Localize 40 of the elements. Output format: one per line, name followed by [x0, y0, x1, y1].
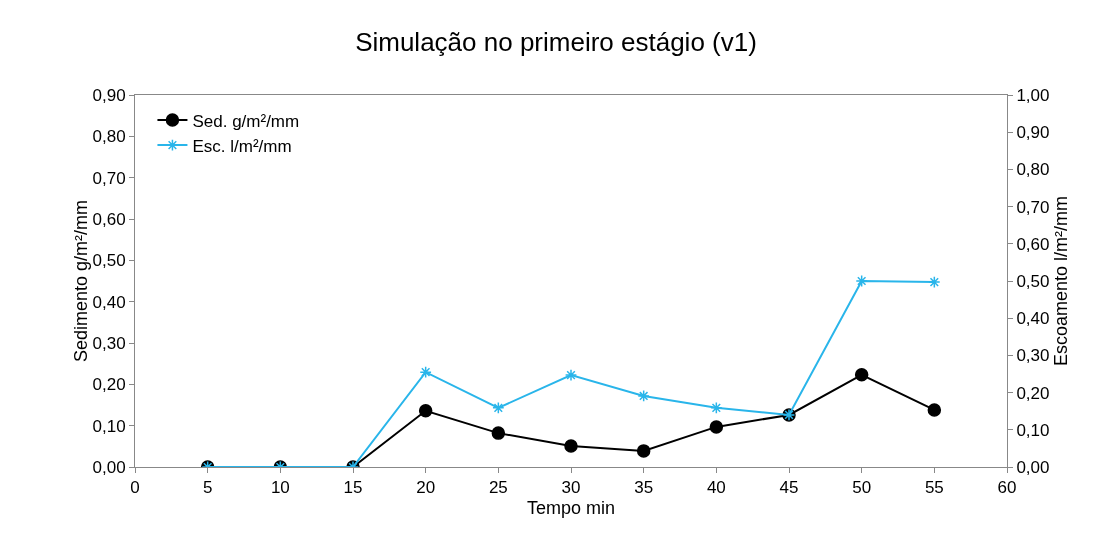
- y-tick-label: 0,80: [92, 127, 126, 147]
- y-tick-label: 0,60: [92, 209, 126, 229]
- x-tick-label: 5: [202, 478, 213, 498]
- legend-label: Esc. l/m²/mm: [192, 136, 292, 156]
- x-tick-label: 45: [779, 478, 799, 498]
- y2-tick-label: 1,00: [1016, 85, 1050, 105]
- x-tick-label: 10: [270, 478, 290, 498]
- x-tick-label: 25: [488, 478, 508, 498]
- y2-tick-label: 0,30: [1016, 346, 1050, 366]
- y2-tick-label: 0,90: [1016, 123, 1050, 143]
- x-tick-label: 55: [924, 478, 944, 498]
- x-axis-title: Tempo min: [526, 497, 616, 518]
- y2-tick-label: 0,70: [1016, 197, 1050, 217]
- legend-label: Sed. g/m²/mm: [192, 111, 300, 131]
- y-tick-label: 0,40: [92, 292, 126, 312]
- y2-tick-label: 0,00: [1016, 457, 1050, 477]
- y-tick-label: 0,10: [92, 416, 126, 436]
- y2-tick-label: 0,40: [1016, 309, 1050, 329]
- x-tick-label: 40: [706, 478, 726, 498]
- chart-title: Simulação no primeiro estágio (v1): [355, 26, 757, 57]
- y-tick-label: 0,00: [92, 457, 126, 477]
- y-tick-label: 0,70: [92, 168, 126, 188]
- x-tick-label: 30: [561, 478, 581, 498]
- y2-axis-title: Escoamento l/m²/mm: [1051, 195, 1072, 367]
- x-tick-label: 0: [130, 478, 140, 498]
- y2-tick-label: 0,60: [1016, 234, 1050, 254]
- y2-tick-label: 0,50: [1016, 271, 1050, 291]
- y-axis-title: Sedimento g/m²/mm: [70, 199, 91, 363]
- y2-tick-label: 0,10: [1016, 420, 1050, 440]
- x-tick-label: 20: [416, 478, 436, 498]
- y-tick-label: 0,30: [92, 333, 126, 353]
- x-tick-label: 15: [343, 478, 363, 498]
- x-tick-label: 35: [634, 478, 654, 498]
- y-tick-label: 0,90: [92, 85, 126, 105]
- x-tick-label: 60: [997, 478, 1017, 498]
- y-tick-label: 0,50: [92, 251, 126, 271]
- y2-tick-label: 0,20: [1016, 383, 1050, 403]
- x-tick-label: 50: [852, 478, 872, 498]
- y2-tick-label: 0,80: [1016, 160, 1050, 180]
- y-tick-label: 0,20: [92, 375, 126, 395]
